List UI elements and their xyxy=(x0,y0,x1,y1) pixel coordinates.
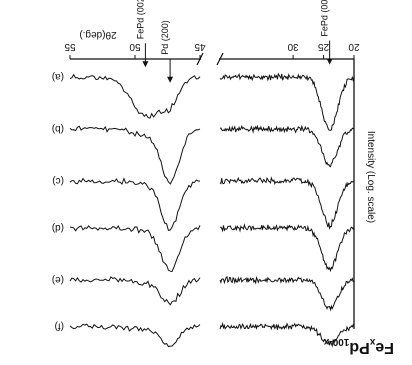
title-sub-x: x xyxy=(369,336,375,347)
series-line xyxy=(219,72,355,131)
x-tick-label: 55 xyxy=(64,41,76,52)
title-main: Fe xyxy=(375,339,394,356)
break-slash xyxy=(216,52,224,66)
series-line xyxy=(69,225,201,272)
series-line xyxy=(69,125,201,185)
x-axis-label: 2θ(deg.) xyxy=(79,29,116,40)
series-label: (b) xyxy=(52,123,64,134)
series-line xyxy=(219,176,355,230)
arrow-head xyxy=(326,58,333,65)
x-tick-label: 20 xyxy=(348,41,360,52)
title-main-2: Pd xyxy=(349,339,369,356)
series-labels: (a) (b) (c) (d) (e) (f) xyxy=(52,71,64,332)
series-label: (e) xyxy=(52,274,64,285)
arrow-head xyxy=(142,61,149,68)
x-tick-label: 30 xyxy=(287,41,299,52)
series-line xyxy=(69,323,201,348)
series-lines xyxy=(69,72,355,348)
plot-frame xyxy=(70,52,355,329)
series-label: (c) xyxy=(52,175,64,186)
arrow-head xyxy=(167,76,174,83)
series-line xyxy=(69,73,201,119)
series-label: (a) xyxy=(52,71,64,82)
series-line xyxy=(69,276,201,306)
series-line xyxy=(69,177,201,232)
x-tick-label: 25 xyxy=(318,41,330,52)
annotation-label: FePd (002) xyxy=(135,0,145,39)
chart-title: FexPd100-x xyxy=(323,336,394,356)
annotation-label: Pd (200) xyxy=(160,20,170,55)
title-sub-2: 100-x xyxy=(323,336,349,347)
y-axis-label: Intensity (Log. scale) xyxy=(365,131,376,223)
x-tick-label: 50 xyxy=(129,41,141,52)
series-line xyxy=(219,321,355,348)
peak-annotations: FePd (001) Pd (200) FePd (002) xyxy=(135,0,333,83)
break-gap xyxy=(201,55,219,63)
series-line xyxy=(219,124,355,168)
series-line xyxy=(219,223,355,273)
series-label: (d) xyxy=(52,222,64,233)
x-tick-label: 45 xyxy=(194,41,206,52)
series-line xyxy=(219,275,355,312)
x-ticks: 20 25 30 45 50 55 xyxy=(64,41,360,59)
series-label: (f) xyxy=(55,321,64,332)
annotation-label: FePd (001) xyxy=(320,0,330,37)
